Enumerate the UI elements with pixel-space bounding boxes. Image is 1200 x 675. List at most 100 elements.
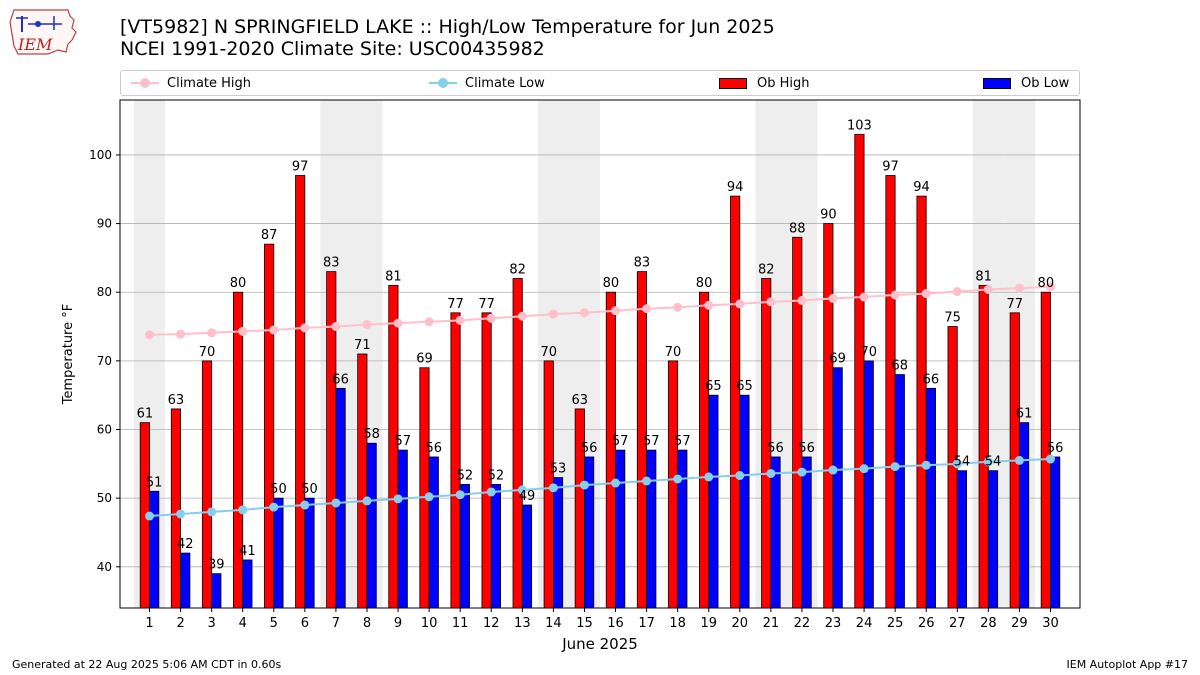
chart-legend: Climate High Climate Low Ob High Ob Low — [120, 70, 1080, 96]
ob-low-label: 54 — [985, 455, 1002, 470]
x-tick-label: 21 — [763, 616, 780, 631]
ob-low-label: 58 — [363, 427, 380, 442]
ob-high-bar — [170, 408, 181, 609]
ob-high-label: 103 — [847, 118, 872, 133]
climate-high-point — [766, 297, 776, 307]
ob-low-bar — [397, 449, 408, 609]
climate-high-point — [673, 302, 683, 312]
ob-low-label: 66 — [332, 372, 349, 387]
x-tick-label: 10 — [421, 616, 438, 631]
ob-low-label: 65 — [736, 379, 753, 394]
climate-high-point — [145, 330, 155, 340]
ob-low-label: 52 — [488, 468, 505, 483]
ob-high-bar — [512, 278, 523, 609]
ob-low-bar — [956, 470, 968, 609]
ob-low-bar — [615, 449, 626, 609]
ob-low-label: 53 — [550, 462, 567, 477]
ob-low-label: 41 — [239, 544, 256, 559]
title-line-1: [VT5982] N SPRINGFIELD LAKE :: High/Low … — [120, 16, 775, 38]
ob-high-bar — [295, 175, 306, 609]
ob-high-label: 69 — [416, 352, 433, 367]
legend-label-ob-high: Ob High — [757, 75, 810, 91]
ob-high-bar — [264, 243, 275, 609]
ob-high-label: 71 — [354, 338, 371, 353]
climate-low-point — [704, 472, 714, 482]
ob-high-bar — [419, 367, 430, 609]
ob-high-label: 70 — [540, 345, 557, 360]
y-axis-label: Temperature °F — [61, 304, 76, 405]
climate-low-point — [145, 511, 155, 521]
ob-low-label: 57 — [612, 434, 629, 449]
ob-low-bar — [894, 374, 905, 609]
x-tick-label: 23 — [825, 616, 842, 631]
ob-high-bar — [450, 312, 461, 609]
climate-low-point — [517, 485, 527, 495]
climate-low-point — [486, 487, 496, 497]
climate-low-point — [828, 465, 838, 475]
ob-low-bar — [584, 456, 595, 609]
ob-low-label: 57 — [674, 434, 691, 449]
ob-high-label: 83 — [634, 256, 651, 271]
ob-low-bar — [770, 456, 781, 609]
y-tick-label: 40 — [97, 560, 112, 574]
ob-low-bar — [925, 387, 936, 609]
ob-low-label: 56 — [798, 441, 815, 456]
legend-label-climate-low: Climate Low — [465, 75, 545, 91]
climate-low-point — [1014, 455, 1024, 465]
legend-item-climate-high: Climate High — [131, 74, 251, 92]
ob-low-bar — [677, 449, 688, 609]
ob-low-label: 70 — [860, 345, 877, 360]
x-tick-label: 22 — [794, 616, 811, 631]
climate-low-point — [611, 478, 621, 488]
ob-low-bar — [242, 559, 253, 609]
plot-frame — [119, 99, 1081, 609]
legend-item-ob-high: Ob High — [719, 74, 810, 92]
climate-high-point — [890, 290, 900, 300]
x-tick-label: 27 — [949, 616, 966, 631]
climate-high-point — [548, 309, 558, 319]
ob-high-swatch — [719, 77, 747, 89]
ob-high-bar — [885, 175, 896, 609]
ob-low-bar — [708, 394, 719, 609]
ob-high-label: 80 — [1038, 276, 1055, 291]
title-line-2: NCEI 1991-2020 Climate Site: USC00435982 — [120, 38, 545, 60]
climate-high-point — [642, 304, 652, 314]
x-tick-label: 1 — [145, 616, 153, 631]
x-tick-label: 8 — [363, 616, 371, 631]
ob-high-label: 81 — [975, 269, 992, 284]
ob-low-label: 42 — [177, 537, 194, 552]
y-tick-label: 80 — [97, 285, 112, 299]
ob-high-bar — [823, 223, 834, 609]
ob-low-bar — [1050, 456, 1061, 609]
climate-low-point — [269, 502, 279, 512]
climate-low-point — [766, 468, 776, 478]
ob-low-bar — [304, 497, 315, 609]
ob-high-bar — [978, 284, 989, 609]
ob-high-label: 77 — [1006, 297, 1023, 312]
ob-low-bar — [832, 367, 843, 609]
climate-low-point — [331, 498, 341, 508]
ob-high-bar — [854, 133, 865, 609]
climate-low-point — [207, 507, 217, 517]
climate-low-point — [176, 509, 186, 519]
climate-low-point — [238, 505, 248, 515]
ob-low-label: 52 — [457, 468, 474, 483]
ob-low-bar — [273, 497, 284, 609]
ob-high-label: 87 — [261, 228, 278, 243]
ob-high-label: 61 — [137, 407, 154, 422]
ob-low-bar — [149, 490, 160, 609]
climate-high-point — [517, 311, 527, 321]
ob-high-bar — [605, 291, 616, 609]
ob-low-label: 56 — [426, 441, 443, 456]
legend-item-ob-low: Ob Low — [983, 74, 1069, 92]
climate-high-point — [300, 323, 310, 333]
climate-low-point — [548, 483, 558, 493]
y-tick-label: 60 — [97, 423, 112, 437]
climate-high-point — [207, 328, 217, 338]
climate-high-point — [238, 326, 248, 336]
climate-high-point — [921, 289, 931, 299]
ob-high-label: 90 — [820, 208, 837, 223]
ob-low-label: 68 — [892, 359, 909, 374]
ob-low-bar — [335, 387, 346, 609]
